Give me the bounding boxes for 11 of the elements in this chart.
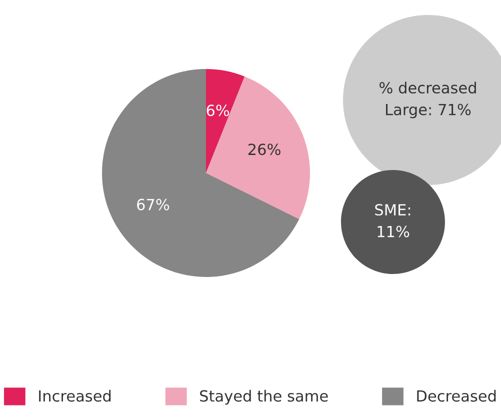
legend-label: Decreased: [417, 390, 496, 402]
pie-slice: [206, 76, 310, 220]
legend-label: Stayed the same: [200, 390, 328, 405]
pie-slice: [206, 69, 245, 173]
data-label: 67%: [137, 198, 170, 210]
legend-label: Increased: [39, 390, 111, 402]
data-label: 6%: [206, 104, 230, 116]
pie-slice: [102, 69, 300, 277]
data-label: 26%: [248, 144, 280, 156]
text: % decreased Large: 71%: [380, 82, 476, 118]
text: SME: 11%: [375, 204, 410, 238]
